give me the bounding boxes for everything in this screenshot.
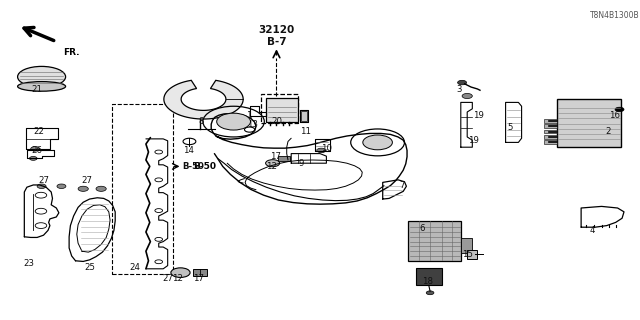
Text: 22: 22 (33, 127, 44, 136)
Circle shape (29, 156, 37, 160)
Text: 18: 18 (422, 277, 433, 286)
Text: 5: 5 (508, 124, 513, 132)
Circle shape (37, 184, 46, 188)
Text: 32120: 32120 (259, 25, 294, 36)
Polygon shape (164, 80, 243, 119)
Bar (461, 238, 472, 253)
Text: T8N4B1300B: T8N4B1300B (589, 12, 639, 20)
Text: B-50: B-50 (193, 162, 216, 171)
FancyBboxPatch shape (557, 99, 621, 147)
Bar (261, 94, 298, 123)
Circle shape (458, 80, 467, 85)
Text: B-7: B-7 (267, 36, 286, 47)
Text: 16: 16 (609, 111, 620, 120)
FancyBboxPatch shape (301, 111, 307, 121)
Ellipse shape (18, 82, 65, 91)
Text: 24: 24 (129, 263, 140, 272)
Circle shape (31, 147, 40, 151)
Text: 6: 6 (420, 224, 425, 233)
Text: 3: 3 (457, 85, 462, 94)
Ellipse shape (18, 67, 65, 87)
Bar (544, 124, 557, 128)
Text: 25: 25 (84, 263, 95, 272)
Circle shape (217, 113, 250, 130)
Text: 26: 26 (31, 146, 43, 155)
Circle shape (266, 160, 280, 167)
Text: 8: 8 (199, 117, 204, 126)
Text: 7: 7 (399, 181, 404, 190)
Text: B-50: B-50 (182, 162, 204, 171)
Text: 20: 20 (271, 117, 282, 126)
Circle shape (96, 186, 106, 191)
Text: 2: 2 (605, 127, 611, 136)
Text: 21: 21 (31, 85, 43, 94)
Text: 11: 11 (300, 127, 311, 136)
Text: 17: 17 (269, 152, 281, 161)
Text: 12: 12 (266, 162, 278, 171)
Bar (112, 104, 173, 274)
Bar (544, 135, 557, 139)
Bar (467, 250, 477, 259)
FancyBboxPatch shape (416, 268, 442, 285)
FancyBboxPatch shape (408, 221, 461, 261)
Text: 12: 12 (172, 274, 184, 283)
Circle shape (57, 184, 66, 188)
Text: 15: 15 (461, 250, 473, 259)
Text: 10: 10 (321, 144, 332, 153)
Text: 9: 9 (298, 159, 303, 168)
Circle shape (317, 148, 326, 153)
Bar (278, 156, 290, 161)
Text: FR.: FR. (63, 48, 79, 57)
Text: 19: 19 (468, 136, 479, 145)
Text: 27: 27 (162, 274, 173, 283)
Text: 27: 27 (38, 176, 49, 185)
Circle shape (426, 291, 434, 295)
Circle shape (462, 93, 472, 99)
Circle shape (78, 186, 88, 191)
Circle shape (615, 107, 624, 112)
Text: 4: 4 (589, 226, 595, 235)
Text: 14: 14 (183, 146, 195, 155)
Circle shape (171, 268, 190, 277)
Text: 13: 13 (247, 120, 259, 129)
Bar (544, 119, 557, 123)
Bar (193, 269, 207, 276)
Bar (544, 130, 557, 133)
FancyBboxPatch shape (266, 98, 298, 122)
Text: 27: 27 (81, 176, 92, 185)
Circle shape (363, 135, 392, 150)
Text: 23: 23 (23, 260, 35, 268)
Text: 17: 17 (193, 274, 204, 283)
Text: 19: 19 (474, 111, 484, 120)
Text: 1: 1 (246, 111, 251, 120)
Bar (544, 140, 557, 144)
